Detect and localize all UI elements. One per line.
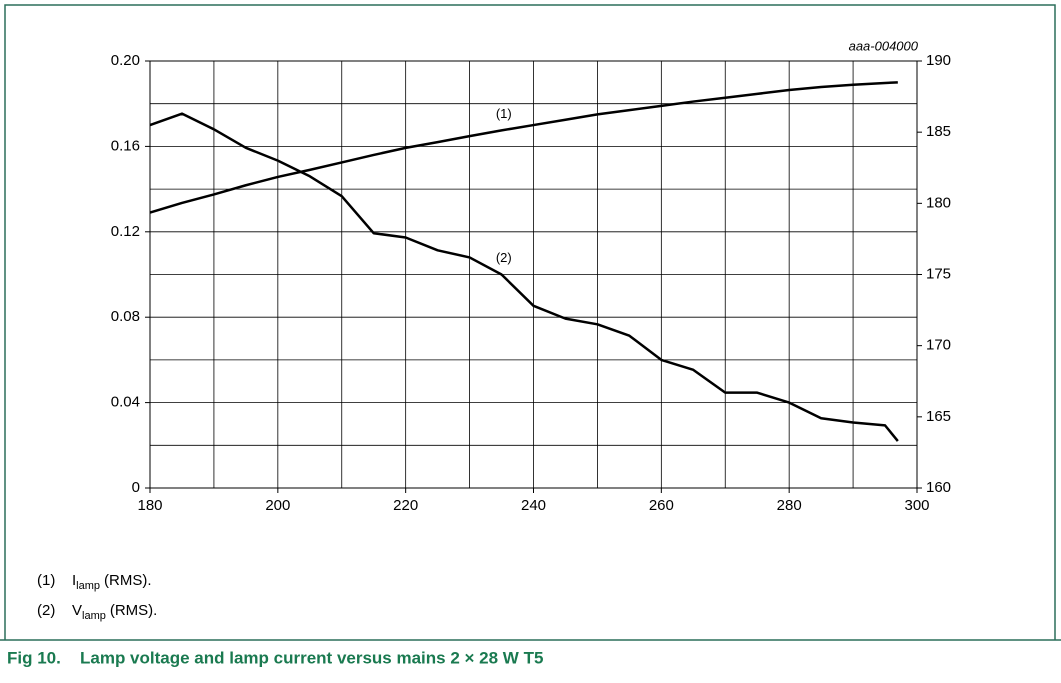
y2-tick-label: 180 (926, 194, 951, 211)
note-subscript: lamp (76, 580, 100, 592)
note-text: Vlamp (RMS). (72, 602, 157, 622)
frame (4, 4, 1056, 640)
caption-number: Fig 10. (7, 648, 61, 667)
x-tick-label: 200 (265, 497, 290, 514)
x-tick-label: 220 (393, 497, 418, 514)
note-label: (2) (37, 602, 55, 619)
series-line (149, 81, 898, 214)
y-tick-label: 0.16 (111, 137, 140, 154)
x-tick-label: 260 (649, 497, 674, 514)
note-subscript: lamp (82, 610, 106, 622)
note-symbol: I (72, 572, 76, 589)
series-line (149, 112, 899, 442)
y2-tick-label: 185 (926, 123, 951, 140)
note-rest: (RMS). (110, 602, 158, 619)
note-text: Ilamp (RMS). (72, 572, 152, 592)
note-rest: (RMS). (104, 572, 152, 589)
y2-tick-label: 175 (926, 265, 951, 282)
note-label: (1) (37, 572, 55, 589)
plot-border (149, 60, 918, 489)
series-label: (1) (496, 106, 512, 121)
y2-tick-label: 160 (926, 479, 951, 496)
x-tick-label: 240 (521, 497, 546, 514)
caption-text: Lamp voltage and lamp current versus mai… (80, 648, 543, 667)
y2-tick-label: 190 (926, 52, 951, 69)
y2-tick-label: 165 (926, 408, 951, 425)
x-tick-label: 300 (904, 497, 929, 514)
y-tick-label: 0 (132, 479, 140, 496)
x-tick-label: 280 (777, 497, 802, 514)
y-tick-label: 0.04 (111, 394, 140, 411)
y-tick-label: 0.08 (111, 308, 140, 325)
y-tick-label: 0.20 (111, 52, 140, 69)
y2-tick-label: 170 (926, 337, 951, 354)
figure-code: aaa-004000 (849, 38, 919, 53)
x-tick-label: 180 (137, 497, 162, 514)
y-tick-label: 0.12 (111, 223, 140, 240)
series-label: (2) (496, 250, 512, 265)
note-symbol: V (72, 602, 82, 619)
